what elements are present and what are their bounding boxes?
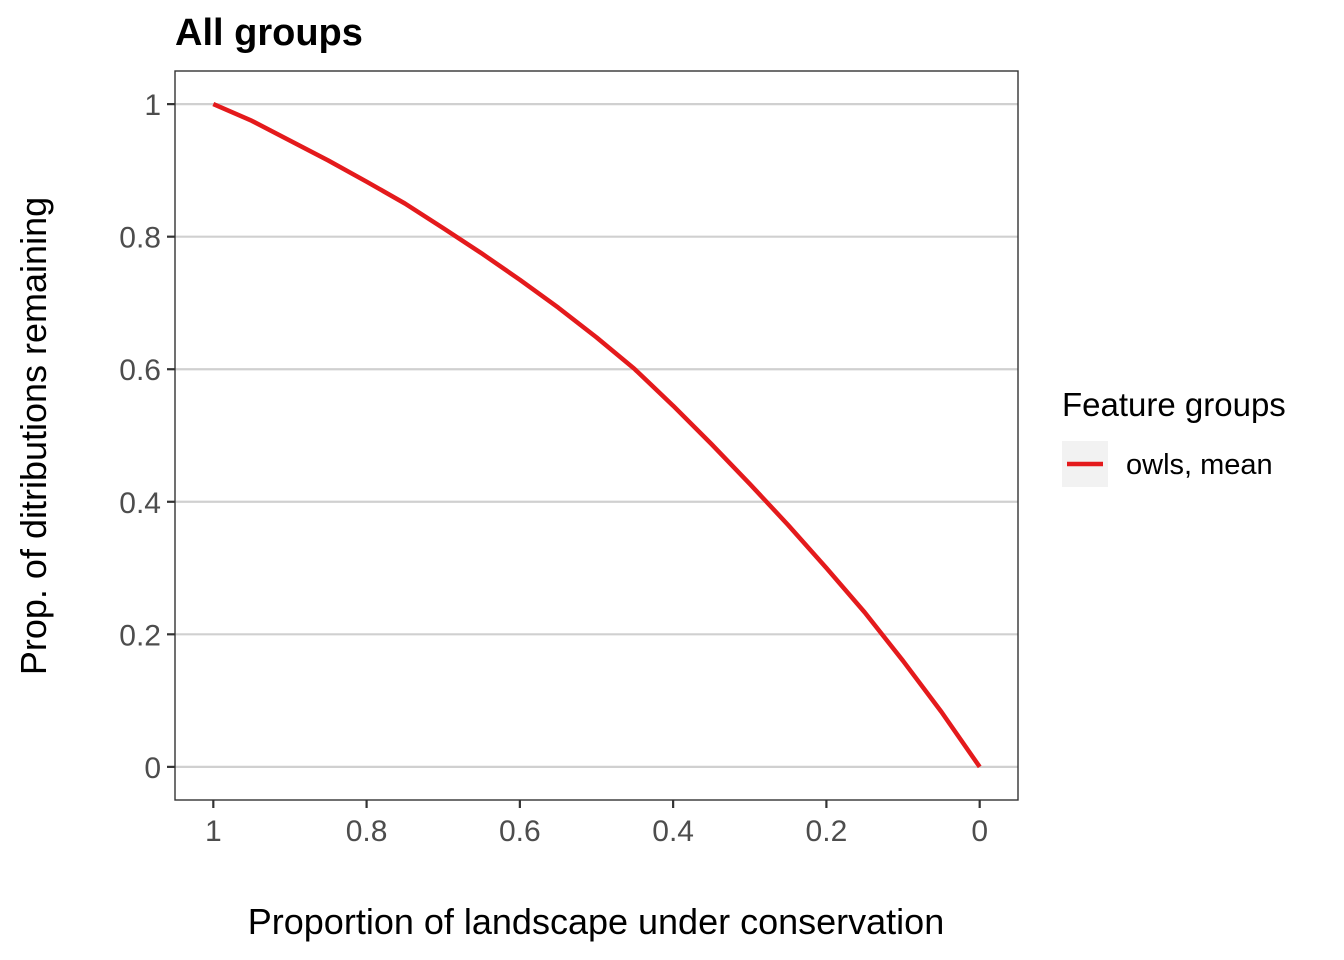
series-line — [212, 102, 982, 769]
y-tick-label: 0.6 — [119, 354, 161, 387]
y-tick-label: 0.8 — [119, 222, 161, 255]
series-lines — [212, 102, 982, 769]
x-tick-label: 0 — [971, 815, 988, 848]
plot-border — [174, 70, 1019, 801]
x-tick-label: 1 — [205, 815, 222, 848]
y-tick-label: 0.2 — [119, 619, 161, 652]
plot-area — [174, 70, 1019, 801]
legend: Feature groups owls, mean — [1062, 386, 1286, 487]
x-tick-label: 0.4 — [652, 815, 694, 848]
y-axis-title: Prop. of ditributions remaining — [13, 197, 54, 675]
y-axis: 0 0.2 0.4 0.6 0.8 1 — [119, 89, 175, 785]
plot-background — [175, 71, 1018, 800]
y-tick-label: 0 — [144, 752, 161, 785]
gridlines — [175, 103, 1018, 768]
legend-entries: owls, mean — [1062, 441, 1273, 487]
x-tick-label: 0.6 — [499, 815, 541, 848]
chart-title: All groups — [175, 12, 363, 54]
y-tick-label: 0.4 — [119, 487, 161, 520]
x-tick-label: 0.8 — [346, 815, 388, 848]
y-tick-label: 1 — [144, 89, 161, 122]
x-tick-label: 0.2 — [806, 815, 848, 848]
x-axis-title: Proportion of landscape under conservati… — [248, 901, 944, 942]
legend-entry-label: owls, mean — [1126, 449, 1273, 481]
legend-title: Feature groups — [1062, 386, 1286, 423]
x-axis: 1 0.8 0.6 0.4 0.2 0 — [205, 800, 988, 848]
